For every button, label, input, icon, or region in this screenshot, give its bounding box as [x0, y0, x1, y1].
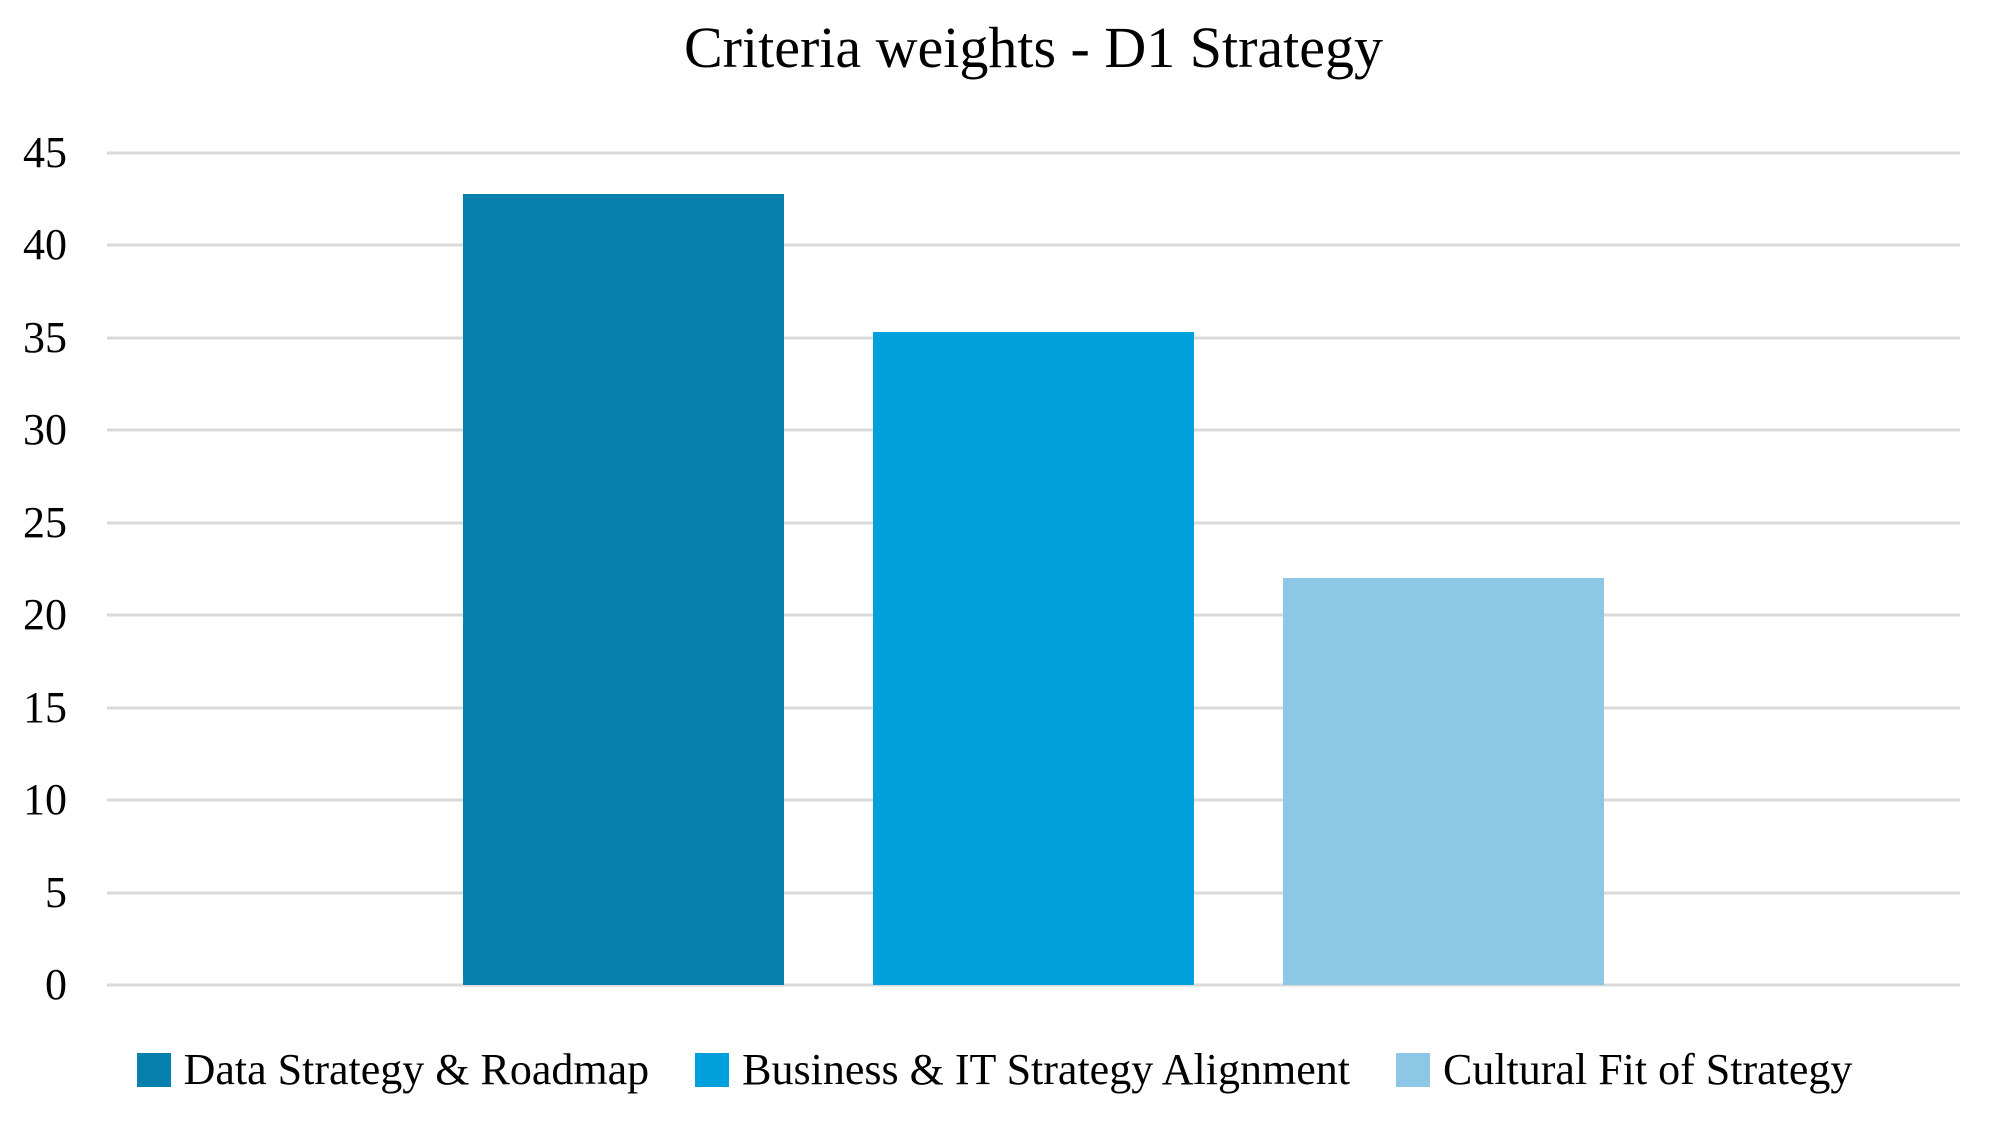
bar-3	[1283, 578, 1604, 985]
y-tick-label-40: 40	[23, 220, 67, 270]
y-tick-label-25: 25	[23, 497, 67, 547]
gridline-45	[107, 151, 1960, 155]
legend-swatch-icon	[136, 1053, 171, 1087]
legend-item-3: Cultural Fit of Strategy	[1395, 1045, 1853, 1094]
y-tick-label-20: 20	[23, 590, 67, 640]
y-tick-label-30: 30	[23, 405, 67, 455]
bar-1	[463, 193, 784, 985]
y-tick-label-0: 0	[45, 960, 67, 1009]
bars-container	[107, 153, 1960, 985]
legend-label: Cultural Fit of Strategy	[1442, 1045, 1853, 1094]
y-tick-label-35: 35	[23, 312, 67, 362]
legend-label: Data Strategy & Roadmap	[183, 1045, 650, 1094]
legend-swatch-icon	[1395, 1053, 1430, 1087]
legend-label: Business & IT Strategy Alignment	[742, 1045, 1350, 1094]
y-tick-label-45: 45	[23, 128, 67, 177]
legend-swatch-icon	[695, 1053, 730, 1087]
legend-item-2: Business & IT Strategy Alignment	[695, 1048, 1350, 1092]
y-tick-label-10: 10	[23, 775, 67, 825]
y-axis-tick-labels: 45 40 35 30 25 20 15 10 5 0	[0, 131, 67, 1007]
gridline-40	[107, 243, 1960, 247]
legend: Data Strategy & Roadmap Business & IT Str…	[0, 1048, 1989, 1092]
y-tick-label-5: 5	[45, 867, 67, 917]
bar-2	[873, 332, 1194, 985]
y-tick-label-15: 15	[23, 682, 67, 732]
gridline-0	[107, 983, 1960, 987]
plot-area	[107, 151, 1960, 987]
chart-title: Criteria weights - D1 Strategy	[683, 15, 1384, 80]
legend-item-1: Data Strategy & Roadmap	[136, 1045, 650, 1094]
